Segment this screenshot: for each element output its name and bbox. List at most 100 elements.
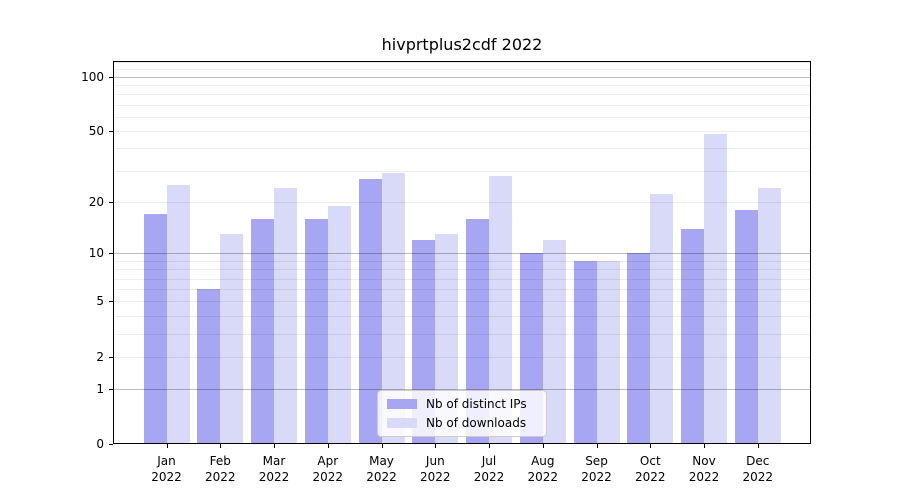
x-tick-label: Jan 2022	[137, 453, 197, 485]
x-tick-mark	[757, 444, 759, 448]
legend-swatch	[387, 399, 417, 409]
legend: Nb of distinct IPs Nb of downloads	[377, 390, 547, 437]
legend-entry-nb-of-distinct-ips: Nb of distinct IPs	[387, 397, 537, 411]
bar-nb-of-downloads-jan-2022	[166, 184, 190, 444]
gridline-minor	[113, 315, 811, 317]
bar-nb-of-downloads-oct-2022	[650, 194, 674, 444]
bar-nb-of-distinct-ips-apr-2022	[304, 218, 328, 444]
x-tick-year: 2022	[420, 470, 451, 484]
y-tick-mark	[109, 301, 113, 303]
gridlines-layer	[113, 61, 811, 444]
bar-nb-of-distinct-ips-may-2022	[358, 178, 382, 444]
legend-label: Nb of distinct IPs	[426, 397, 527, 411]
bar-nb-of-downloads-nov-2022	[704, 134, 727, 444]
x-tick-label: Sep 2022	[567, 453, 627, 485]
gridline-minor	[113, 260, 811, 262]
x-tick-month: Mar	[262, 454, 286, 468]
legend-entry-nb-of-downloads: Nb of downloads	[387, 416, 537, 430]
bar-nb-of-downloads-aug-2022	[542, 239, 566, 444]
y-tick-mark	[109, 388, 113, 390]
x-tick-label: Aug 2022	[513, 453, 573, 485]
x-tick-mark	[650, 444, 652, 448]
bar-nb-of-distinct-ips-nov-2022	[681, 228, 704, 444]
x-tick-month: Nov	[692, 454, 716, 468]
bar-nb-of-distinct-ips-mar-2022	[251, 218, 274, 444]
x-tick-label: Jul 2022	[459, 453, 519, 485]
gridline-minor	[113, 62, 811, 64]
x-tick-mark	[704, 444, 705, 448]
gridline-minor	[113, 104, 811, 106]
x-tick-year: 2022	[312, 470, 344, 484]
y-tick-label: 20	[88, 194, 104, 209]
x-tick-year: 2022	[688, 470, 720, 484]
gridline-major	[113, 253, 811, 255]
y-tick-mark	[109, 253, 113, 255]
y-tick-label: 10	[88, 246, 104, 261]
x-tick-label: Nov 2022	[674, 453, 734, 485]
x-tick-label: Apr 2022	[298, 453, 358, 485]
x-tick-month: Jul	[481, 454, 497, 468]
gridline-minor	[113, 69, 811, 71]
legend-swatch	[387, 418, 417, 428]
bar-nb-of-downloads-may-2022	[381, 173, 405, 444]
x-tick-year: 2022	[581, 470, 612, 484]
y-tick-label: 5	[96, 294, 104, 309]
x-tick-year: 2022	[527, 470, 559, 484]
x-tick-year: 2022	[473, 470, 505, 484]
x-tick-month: Jan	[157, 454, 176, 468]
gridline-minor	[113, 148, 811, 150]
x-tick-month: May	[369, 454, 394, 468]
gridline-minor	[113, 85, 811, 86]
bar-nb-of-downloads-mar-2022	[274, 187, 297, 444]
x-tick-mark	[220, 444, 222, 448]
gridline-minor	[113, 333, 811, 335]
y-tick-mark	[109, 356, 113, 358]
x-tick-month: Oct	[639, 454, 661, 468]
x-tick-month: Apr	[317, 454, 339, 468]
x-tick-mark	[166, 444, 168, 448]
gridline-minor	[113, 278, 811, 280]
x-tick-mark	[435, 444, 437, 448]
x-tick-label: May 2022	[352, 453, 412, 485]
x-tick-mark	[274, 444, 275, 448]
bar-nb-of-distinct-ips-jan-2022	[143, 214, 167, 444]
x-tick-mark	[381, 444, 383, 448]
y-tick-mark	[109, 131, 113, 133]
legend-label: Nb of downloads	[426, 416, 527, 430]
bar-nb-of-downloads-sep-2022	[596, 260, 620, 444]
gridline-minor	[113, 301, 811, 303]
x-tick-month: Sep	[585, 454, 608, 468]
gridline-minor	[113, 289, 811, 291]
x-tick-year: 2022	[635, 470, 666, 484]
x-tick-mark	[542, 444, 544, 448]
bar-nb-of-distinct-ips-feb-2022	[197, 289, 221, 444]
y-tick-label: 50	[88, 124, 104, 139]
gridline-major	[113, 388, 811, 390]
bar-nb-of-downloads-jul-2022	[489, 176, 512, 444]
y-tick-label: 1	[96, 381, 104, 396]
x-tick-mark	[489, 444, 490, 448]
y-tick-mark	[109, 201, 113, 203]
gridline-minor	[113, 94, 811, 96]
gridline-minor	[113, 131, 811, 133]
x-tick-label: Jun 2022	[405, 453, 465, 485]
bar-nb-of-distinct-ips-jul-2022	[466, 218, 489, 444]
y-tick-label: 2	[96, 349, 104, 364]
gridline-minor	[113, 356, 811, 358]
x-tick-mark	[596, 444, 598, 448]
y-tick-label: 100	[81, 69, 104, 84]
x-tick-label: Dec 2022	[728, 453, 788, 485]
x-tick-mark	[327, 444, 329, 448]
x-tick-month: Feb	[209, 454, 231, 468]
y-tick-label: 0	[96, 437, 104, 451]
x-tick-year: 2022	[742, 470, 774, 484]
x-tick-month: Jun	[425, 454, 445, 468]
bar-nb-of-distinct-ips-dec-2022	[734, 209, 758, 444]
plot-border	[113, 61, 811, 444]
gridline-minor	[113, 116, 811, 118]
x-tick-year: 2022	[151, 470, 182, 484]
bar-nb-of-downloads-dec-2022	[757, 187, 781, 444]
gridline-minor	[113, 170, 811, 172]
x-tick-month: Aug	[531, 454, 555, 468]
